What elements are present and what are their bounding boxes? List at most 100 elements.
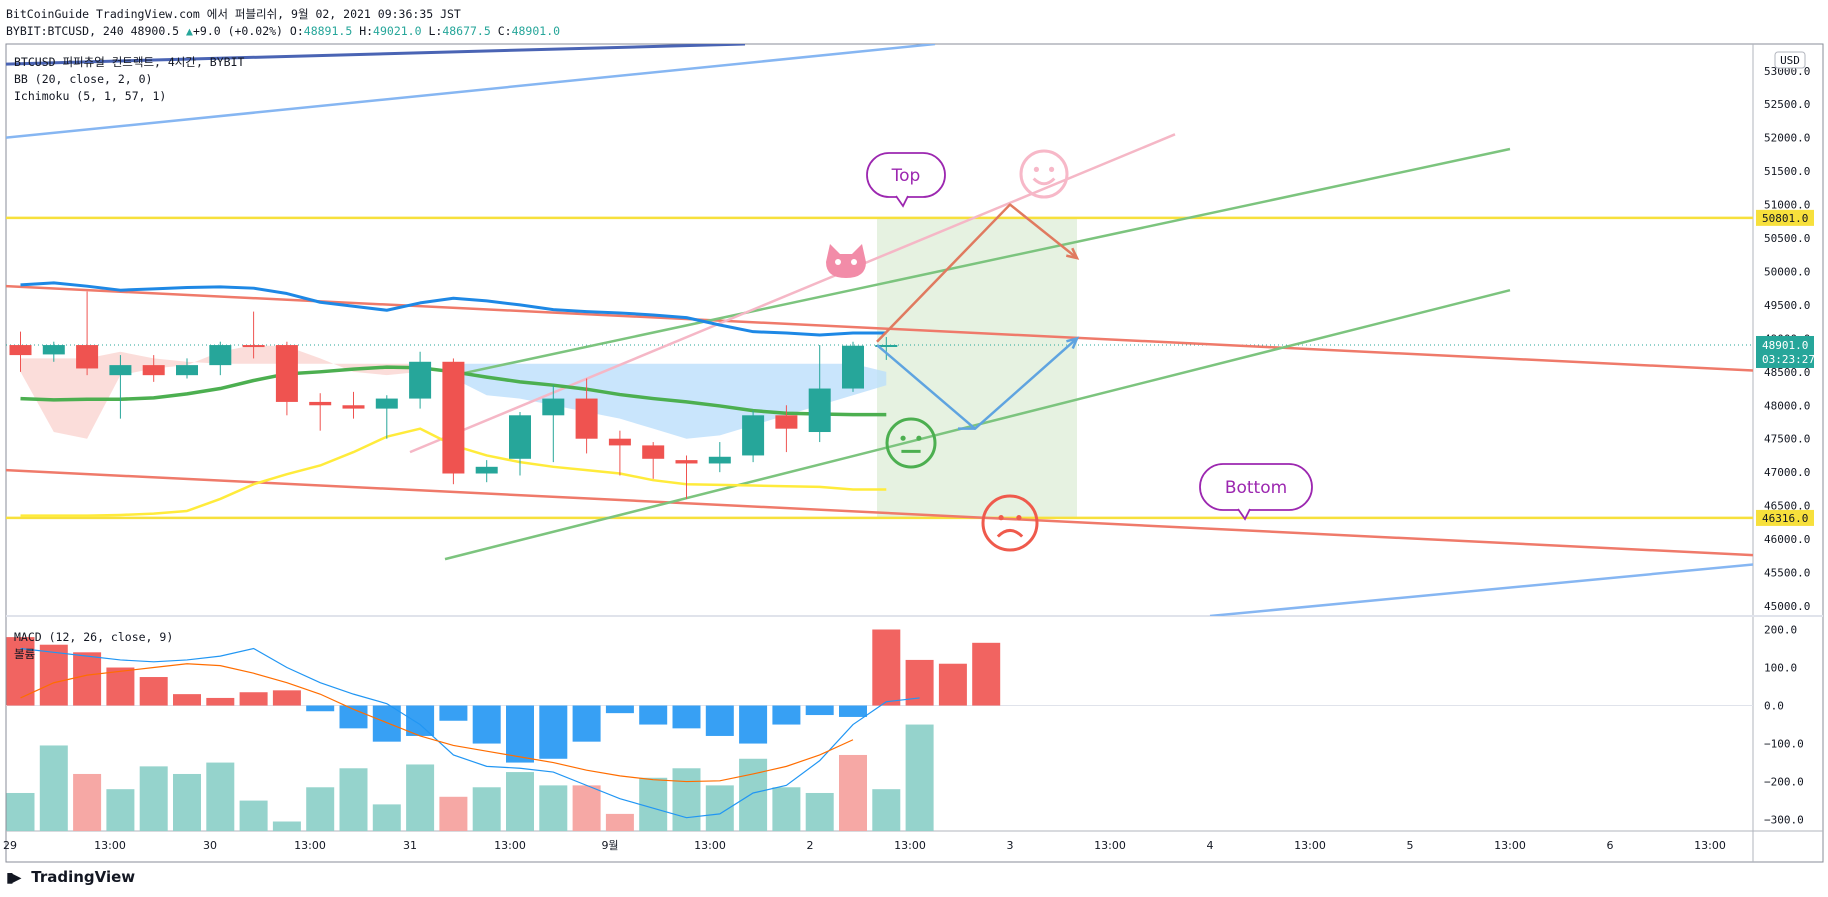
price-axis[interactable]: 45000.0 45500.0 46000.0 46500.0 47000.0 47500… (1756, 51, 1815, 613)
pink-trendline (409, 133, 1176, 454)
bottom-bubble-shape (1199, 463, 1313, 511)
candle-body (808, 388, 831, 433)
macd-histogram-bar (739, 705, 768, 744)
time-tick-label: 13:00 (894, 839, 926, 852)
symbol-ohlc-line: BYBIT:BTCUSD, 240 48900.5 ▲+9.0 (+0.02%)… (6, 24, 560, 38)
macd-histogram-bar (938, 663, 967, 706)
price-tick-label: 50000.0 (1764, 265, 1810, 278)
time-tick-label: 29 (3, 839, 17, 852)
price-tick-label: 46500.0 (1764, 500, 1810, 513)
main-pane[interactable]: Top Bottom (6, 44, 1753, 616)
volume-bar (306, 787, 335, 831)
price-tick-label: 49500.0 (1764, 299, 1810, 312)
countdown-label: 03:23:27 (1762, 353, 1815, 366)
time-tick-label: 13:00 (1294, 839, 1326, 852)
volume-bar (239, 800, 268, 831)
bb-upper-band (20, 281, 887, 337)
symbol-info: BYBIT:BTCUSD, 240 48900.5 (6, 24, 180, 38)
macd-tick-label: −200.0 (1764, 776, 1804, 789)
macd-histogram-bar (539, 705, 568, 759)
volume-bar (506, 772, 534, 831)
volume-bar (839, 754, 867, 831)
bottom-bubble-tail (1237, 508, 1251, 521)
happy-face-icon-mouth (1032, 177, 1056, 186)
time-tick-label: 13:00 (94, 839, 126, 852)
macd-histogram-bar (106, 667, 135, 706)
macd-histogram-bar (239, 692, 268, 706)
volume-bar (6, 792, 35, 831)
candle-body (608, 438, 631, 446)
bullish-scenario-arrow (876, 203, 1078, 343)
red-channel-upper (6, 284, 1753, 372)
open-label: O: (289, 24, 304, 38)
time-tick-label: 9월 (601, 839, 618, 852)
candle-body (176, 365, 198, 376)
happy-face-icon-outline (1019, 149, 1069, 199)
macd-histogram-bar (139, 677, 168, 706)
candle-body (309, 401, 332, 406)
legend-bb: BB (20, close, 2, 0) (14, 72, 152, 86)
time-tick-label: 13:00 (294, 839, 326, 852)
macd-tick-label: 200.0 (1764, 624, 1797, 637)
volume-bar (173, 773, 201, 831)
time-tick-label: 13:00 (494, 839, 526, 852)
open-value: 48891.5 (303, 24, 353, 38)
happy-face-icon (1019, 149, 1069, 199)
candle-body (275, 345, 298, 402)
change-up-icon: ▲ (186, 24, 193, 38)
macd-tick-label: 0.0 (1764, 700, 1784, 713)
high-label: H: (359, 24, 374, 38)
level-price-label: 50801.0 (1762, 212, 1808, 225)
macd-histogram-bar (39, 644, 68, 706)
time-axis[interactable]: 29 13:00 30 13:00 31 13:00 9월 13:00 2 13:00 3 13:00… (3, 839, 1726, 852)
macd-histogram-bar (372, 705, 401, 742)
candle-body (542, 398, 565, 416)
volume-bar (439, 796, 468, 831)
candle-body (642, 445, 665, 459)
time-tick-label: 3 (1007, 839, 1014, 852)
green-channel-upper (444, 147, 1511, 379)
macd-axis[interactable]: 200.0 100.0 0.0 −100.0 −200.0 −300.0 (1764, 624, 1804, 827)
volume-bar (139, 766, 168, 831)
macd-histogram-bar (805, 705, 834, 716)
macd-line (20, 647, 920, 819)
macd-histogram-bar (339, 705, 368, 729)
macd-histogram-bar (572, 705, 601, 742)
price-tick-label: 51000.0 (1764, 199, 1810, 212)
sad-face-icon (981, 494, 1039, 552)
currency-badge-box (1774, 51, 1806, 69)
macd-pane[interactable] (6, 629, 1753, 831)
candle-body (708, 456, 731, 464)
time-tick-label: 30 (203, 839, 217, 852)
cat-icon (826, 244, 866, 278)
candle-body (76, 345, 99, 369)
time-tick-label: 13:00 (694, 839, 726, 852)
candle-body (842, 345, 864, 389)
tradingview-logo[interactable]: ▮▶ TradingView (6, 868, 135, 886)
macd-histogram-bar (705, 705, 734, 736)
volume-bar (73, 773, 102, 831)
volume-bar (772, 787, 801, 831)
macd-histogram-bar (872, 629, 901, 706)
neutral-face-icon-eye (916, 435, 922, 441)
publish-info: BitCoinGuide TradingView.com 에서 퍼블리쉬, 9월… (6, 7, 461, 21)
macd-tick-label: 100.0 (1764, 662, 1797, 675)
time-tick-label: 5 (1407, 839, 1414, 852)
candle-body (9, 345, 32, 356)
volume-bar (206, 762, 235, 831)
candle-body (242, 345, 265, 348)
top-bubble-tail (895, 195, 909, 208)
candle-body (475, 466, 498, 474)
volume-bar (639, 777, 668, 831)
candle-body (742, 415, 765, 456)
price-tick-label: 45500.0 (1764, 567, 1810, 580)
macd-histogram-bar (73, 652, 102, 706)
cat-head (826, 244, 866, 278)
candle-body (575, 398, 598, 439)
candle-body (509, 415, 531, 459)
currency-badge-text: USD (1780, 54, 1800, 67)
volume-bar (805, 792, 834, 831)
close-label: C: (497, 24, 512, 38)
legend-volume: 볼륨 (14, 647, 35, 661)
